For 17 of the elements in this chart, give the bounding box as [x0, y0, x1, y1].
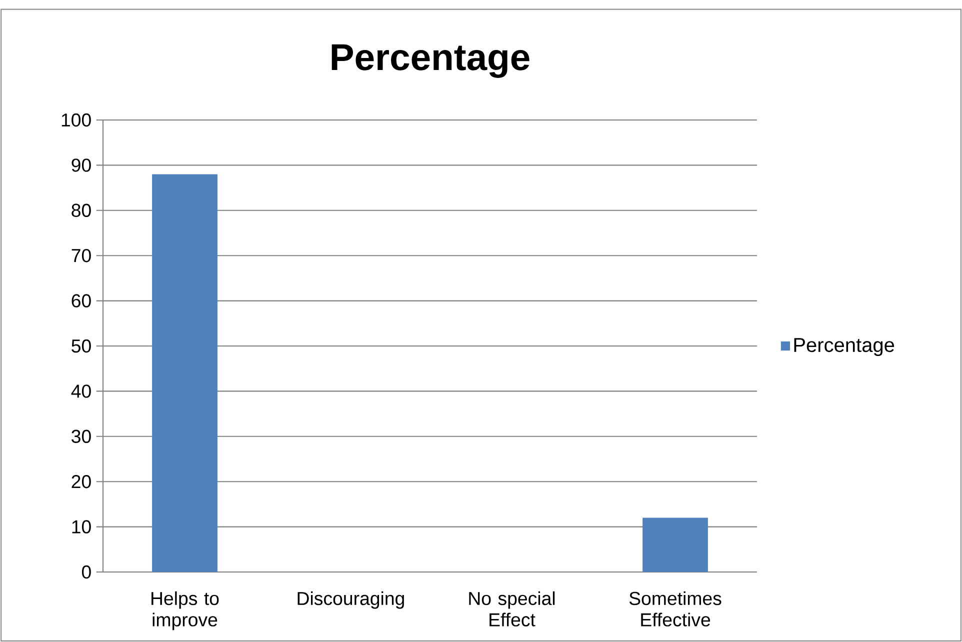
- y-tick-label: 10: [72, 520, 91, 534]
- y-tick-label: 20: [72, 474, 91, 488]
- x-tick-label: Helps to improve: [152, 591, 219, 630]
- x-tick-label: Sometimes Effective: [629, 591, 722, 626]
- y-tick-label: 100: [62, 113, 91, 127]
- y-tick-label: 60: [72, 294, 91, 308]
- y-tick-label: 40: [71, 384, 91, 398]
- y-tick-label: 90: [72, 158, 91, 172]
- y-tick-label: 30: [72, 430, 91, 444]
- legend-label: Percentage: [794, 338, 894, 356]
- y-tick-label: 0: [82, 565, 91, 579]
- y-tick-label: 50: [72, 339, 91, 353]
- y-tick-label: 80: [72, 204, 91, 218]
- y-tick-label: 70: [72, 248, 91, 262]
- x-tick-label: Discouraging: [298, 591, 404, 609]
- chart-title: Percentage: [332, 44, 530, 78]
- x-tick-label: No special Effect: [469, 591, 555, 626]
